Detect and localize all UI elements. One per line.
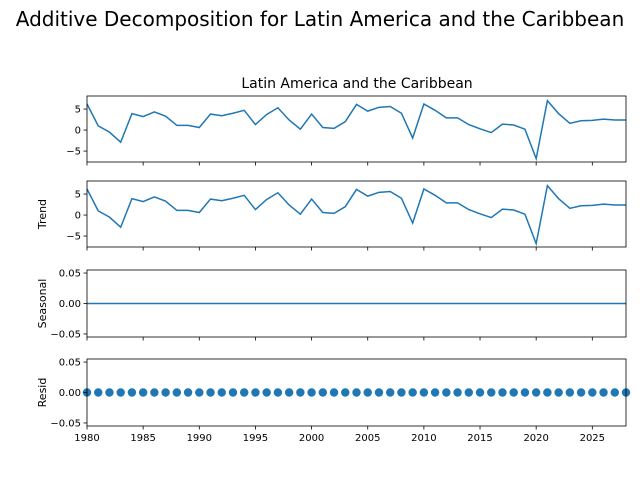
resid-point — [453, 388, 462, 397]
panel-resid: −0.05 0.00 0.05 1980 1985 1990 1995 2000 2005 201… — [36, 358, 631, 444]
resid-point — [363, 388, 372, 397]
resid-point — [161, 388, 170, 397]
y-tick-label: −0.05 — [50, 329, 81, 340]
x-tick-label: 1990 — [187, 433, 212, 444]
resid-point — [183, 388, 193, 397]
resid-point — [150, 388, 159, 397]
x-tick-label: 1995 — [243, 433, 268, 444]
resid-point — [296, 388, 305, 397]
resid-ylabel: Resid — [36, 378, 49, 408]
x-tick-label: 2025 — [580, 433, 605, 444]
resid-point — [509, 388, 518, 397]
resid-point — [408, 388, 417, 397]
resid-point — [273, 388, 283, 397]
observed-series-line — [86, 98, 626, 162]
x-tick-label: 2005 — [355, 433, 380, 444]
panels: −505−505Trend−0.050.000.05Seasonal−0.050… — [36, 95, 631, 444]
x-tick-label: 2020 — [523, 433, 548, 444]
y-tick-label: 0.00 — [59, 299, 81, 310]
observed-panel-title: Latin America and the Caribbean — [241, 76, 472, 92]
y-tick-label: 0.00 — [59, 388, 81, 399]
resid-point — [520, 388, 530, 397]
resid-point — [329, 388, 339, 397]
y-tick-label: 5 — [75, 105, 81, 116]
resid-point — [318, 388, 328, 397]
resid-point — [565, 388, 575, 397]
resid-point — [464, 388, 473, 397]
resid-point — [531, 388, 541, 397]
resid-point — [307, 388, 316, 397]
resid-point — [217, 388, 226, 397]
resid-point — [341, 388, 350, 397]
resid-point — [554, 388, 563, 397]
resid-point — [397, 388, 406, 397]
resid-point — [116, 388, 125, 397]
y-tick-label: −0.05 — [50, 418, 81, 429]
resid-point — [430, 388, 440, 397]
resid-point — [588, 388, 597, 397]
resid-point — [610, 388, 619, 397]
resid-point — [599, 388, 608, 397]
panel-trend: −5 0 5 Trend — [36, 180, 627, 251]
x-tick-label: 2015 — [467, 433, 492, 444]
resid-point — [543, 388, 552, 397]
observed-axes-frame — [86, 95, 627, 163]
resid-point — [105, 388, 114, 397]
trend-axes-frame — [86, 180, 627, 248]
figure-suptitle: Additive Decomposition for Latin America… — [16, 7, 625, 31]
resid-point — [127, 388, 137, 397]
y-tick-label: 0 — [75, 126, 81, 137]
y-tick-label: 0.05 — [59, 269, 81, 280]
resid-point — [576, 388, 586, 397]
resid-point — [228, 388, 238, 397]
resid-point — [195, 388, 204, 397]
resid-point — [172, 388, 182, 397]
y-tick-label: −5 — [66, 147, 81, 158]
resid-point — [498, 388, 507, 397]
trend-series-line — [86, 183, 626, 247]
resid-point — [352, 388, 361, 397]
x-tick-label: 2000 — [299, 433, 324, 444]
trend-ylabel: Trend — [36, 199, 49, 230]
resid-point — [251, 388, 260, 397]
resid-point — [419, 388, 429, 397]
resid-point — [262, 388, 271, 397]
resid-point — [138, 388, 148, 397]
resid-point — [240, 388, 249, 397]
y-tick-label: 0 — [75, 211, 81, 222]
panel-seasonal: −0.05 0.00 0.05 Seasonal — [36, 269, 627, 341]
x-tick-label: 2010 — [411, 433, 436, 444]
resid-point — [374, 388, 384, 397]
y-tick-label: −5 — [66, 232, 81, 243]
x-tick-label: 1980 — [74, 433, 99, 444]
resid-point — [475, 388, 485, 397]
resid-point — [284, 388, 294, 397]
resid-point — [487, 388, 496, 397]
y-tick-label: 0.05 — [59, 358, 81, 369]
y-tick-label: 5 — [75, 190, 81, 201]
resid-point — [94, 388, 103, 397]
resid-point — [385, 388, 395, 397]
seasonal-ylabel: Seasonal — [36, 279, 49, 329]
resid-point — [442, 388, 451, 397]
panel-observed: −5 0 5 — [66, 95, 627, 166]
resid-point — [206, 388, 215, 397]
x-tick-label: 1985 — [130, 433, 155, 444]
